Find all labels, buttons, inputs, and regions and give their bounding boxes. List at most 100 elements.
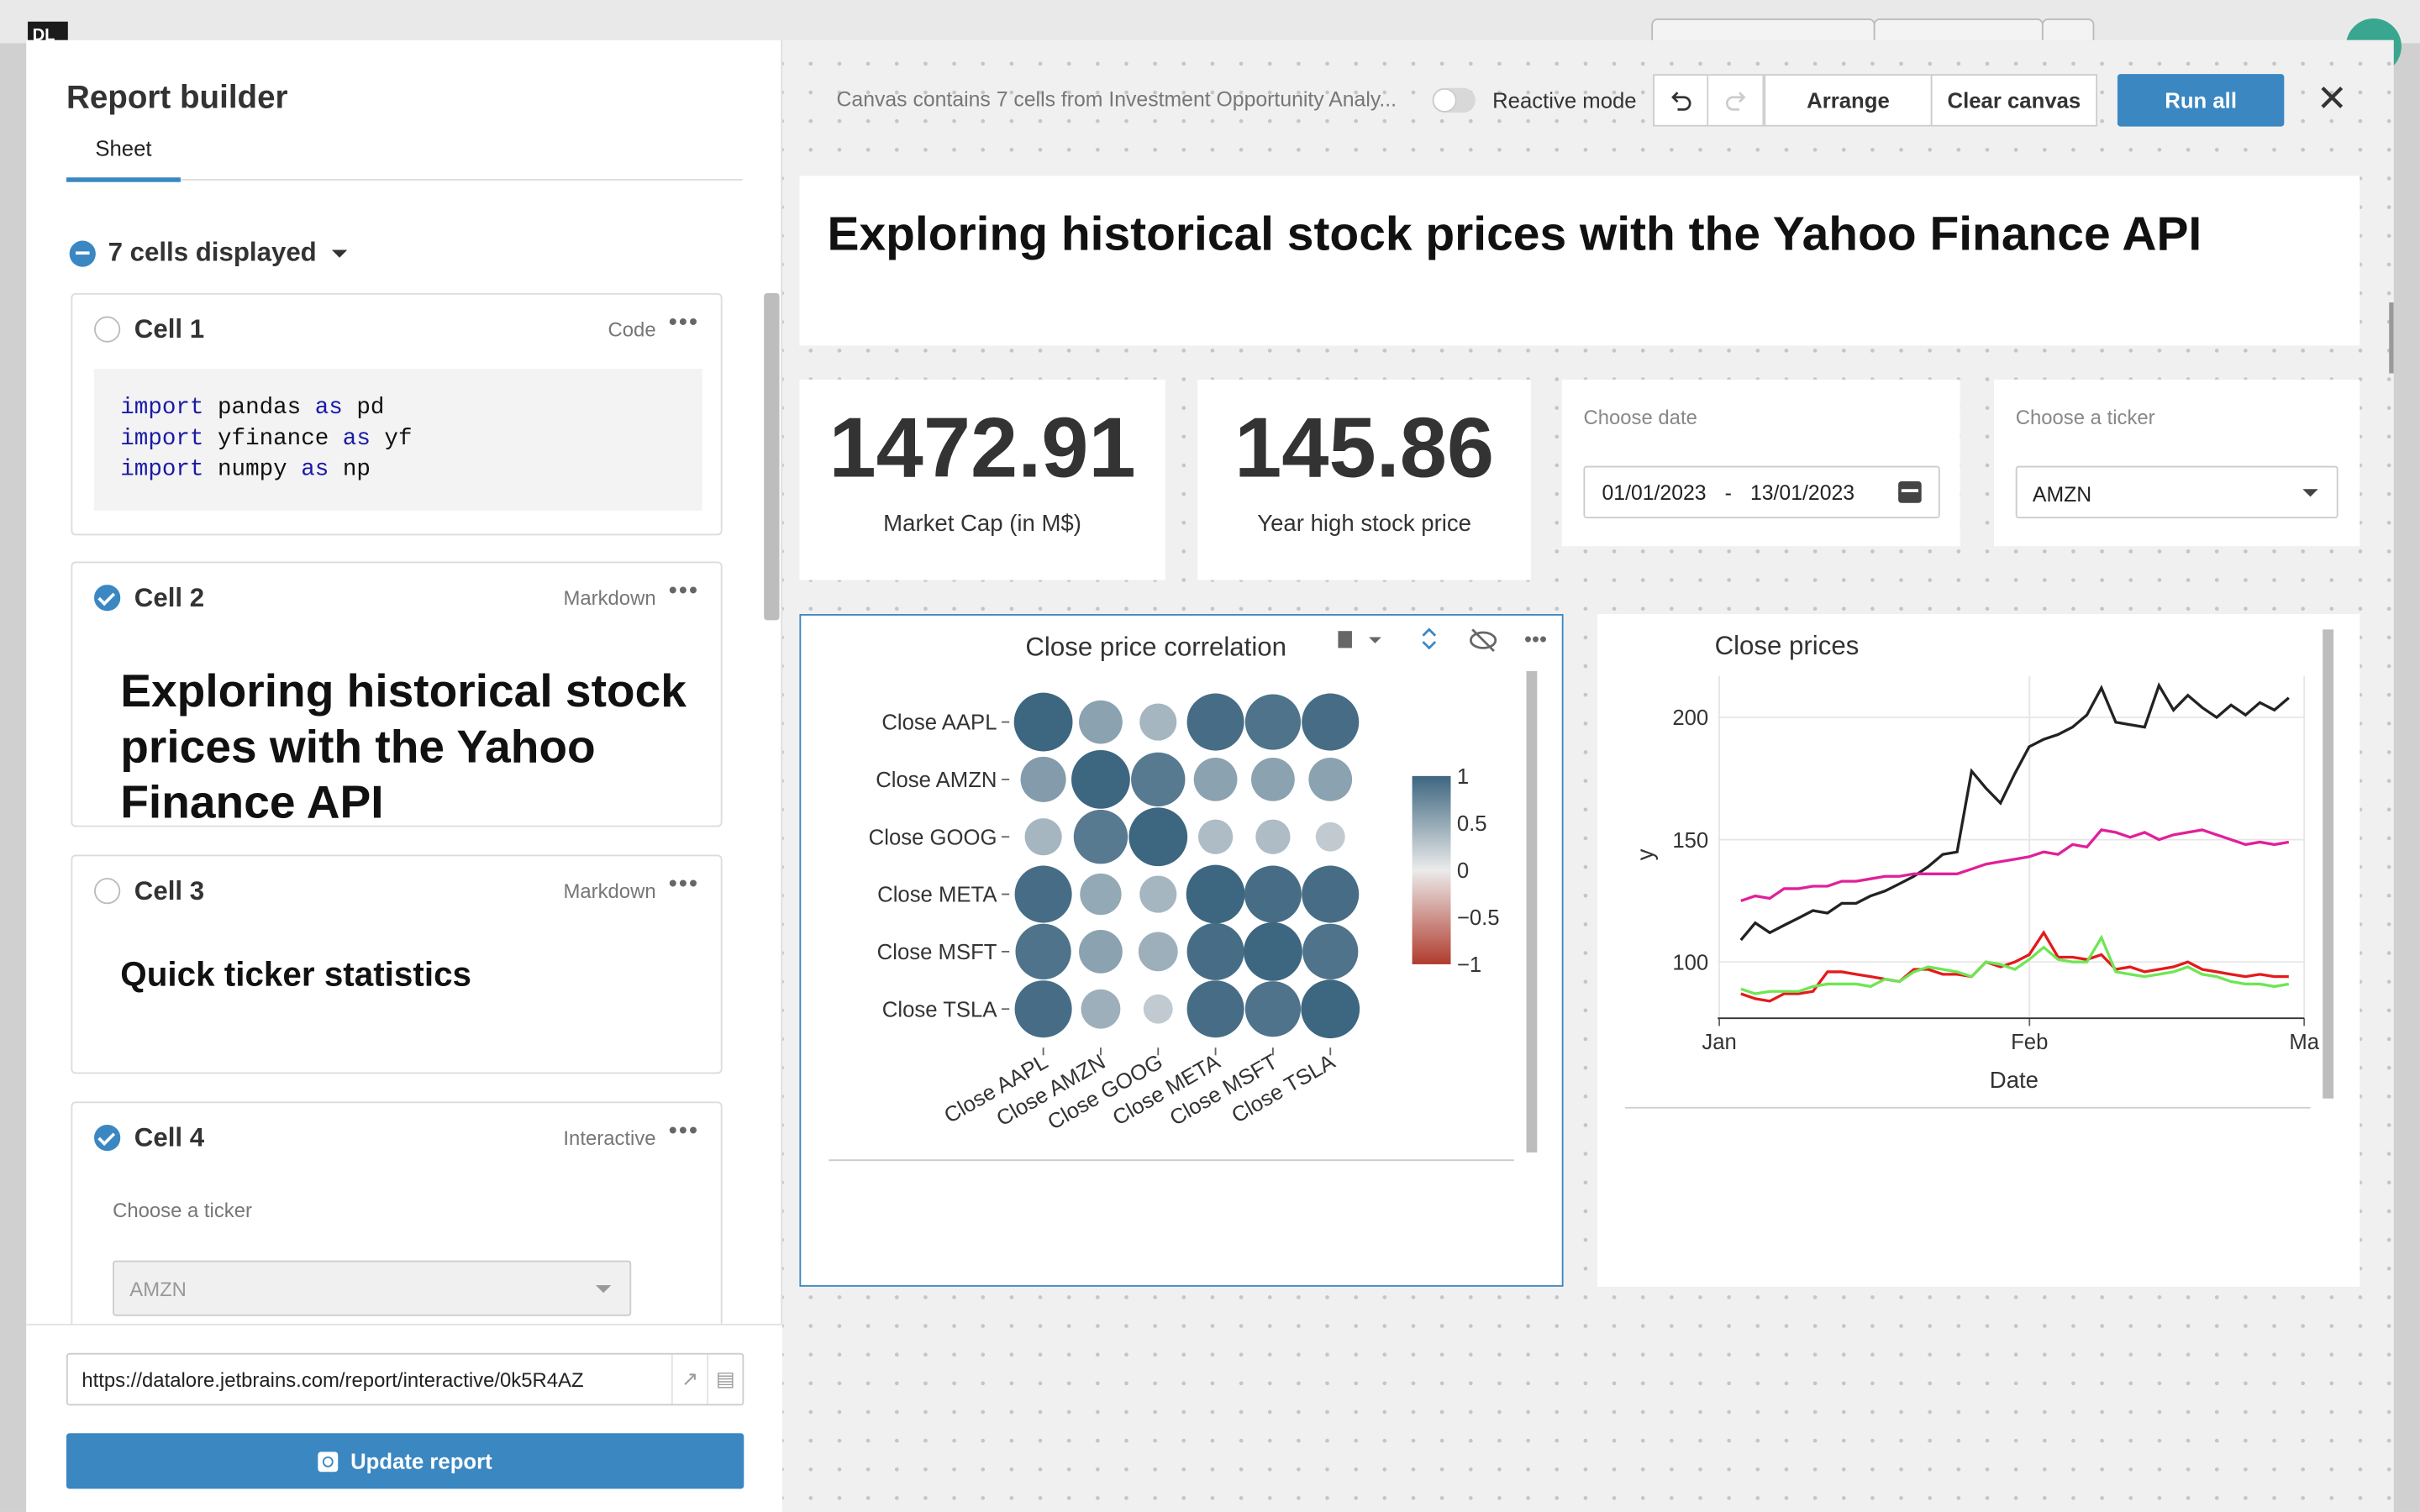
correlation-bubble [1186,922,1244,980]
correlation-bubble [1143,994,1173,1024]
reactive-mode-toggle[interactable] [1432,87,1476,113]
cell-checkbox-checked[interactable] [94,1124,121,1152]
arrange-button[interactable]: Arrange [1764,74,1933,127]
calendar-icon[interactable] [1898,481,1922,503]
redo-button[interactable] [1708,74,1765,127]
correlation-bubble [1024,818,1062,856]
kpi-label: Year high stock price [1257,510,1472,538]
date-range-input[interactable]: 01/01/2023 - 13/01/2023 [1583,465,1940,519]
correlation-bubble [1073,810,1128,864]
clear-canvas-button[interactable]: Clear canvas [1930,74,2098,127]
undo-icon [1671,92,1691,111]
run-all-button[interactable]: Run all [2117,74,2285,127]
canvas-scrollbar[interactable] [2389,302,2394,374]
start-date[interactable]: 01/01/2023 [1602,480,1707,504]
cell-checkbox[interactable] [94,316,121,343]
more-options-icon[interactable]: ••• [1524,628,1547,652]
correlation-bubble [1301,979,1360,1039]
report-icon [318,1451,339,1472]
correlation-bubble [1244,981,1302,1037]
close-icon[interactable]: ✕ [2316,78,2348,121]
correlation-chart: Close price correlation ••• [829,627,1547,1162]
correlation-bubble [1139,703,1177,741]
correlation-bubble [1131,752,1186,807]
date-picker-card: Choose date 01/01/2023 - 13/01/2023 [1561,379,1960,547]
canvas-info-text: Canvas contains 7 cells from Investment … [836,87,1397,112]
minus-circle-icon [69,239,96,266]
cell-card-4[interactable]: Cell 4 Interactive ••• Choose a ticker A… [71,1101,723,1349]
undo-button[interactable] [1653,74,1709,127]
more-options-icon[interactable]: ••• [668,310,700,337]
cells-scrollbar[interactable] [764,292,780,621]
chevron-down-icon [332,249,348,257]
code-keyword: as [314,395,343,422]
axes: 100 150 200 Jan Feb Ma Date y [1632,706,2320,1093]
open-external-icon[interactable]: ↗ [671,1354,707,1404]
color-scale-tick-label: −1 [1457,953,1481,977]
cell-markdown-heading: Quick ticker statistics [120,954,472,994]
ticker-select[interactable]: AMZN [2015,465,2338,519]
y-tick-label: Close MSFT [877,941,997,964]
x-tick-label: Jan [1702,1031,1736,1054]
cells-displayed-toggle[interactable]: 7 cells displayed [69,237,348,269]
color-scale-tick-label: −0.5 [1457,906,1500,930]
tab-sheet[interactable]: Sheet [95,135,152,161]
kpi-card-market-cap[interactable]: 1472.91 Market Cap (in M$) [799,379,1165,580]
cell-name: Cell 2 [134,583,205,613]
correlation-bubble [1128,807,1188,867]
expand-icon[interactable] [1422,627,1437,650]
y-tick-label: 200 [1672,706,1708,730]
cells-displayed-label: 7 cells displayed [108,237,317,267]
date-label: Choose date [1583,406,1697,429]
kpi-value: 145.86 [1234,399,1495,496]
correlation-bubble [1244,865,1302,923]
cell-checkbox-checked[interactable] [94,585,121,612]
code-block: import pandas as pd import yfinance as yf… [94,368,702,511]
cell-checkbox[interactable] [94,878,121,905]
report-builder-modal: Report builder Sheet 7 cells displayed C… [26,39,2394,1512]
cell-card-1[interactable]: Cell 1 Code ••• import pandas as pd impor… [71,292,723,536]
correlation-bubble [1015,923,1071,979]
x-axis-label: Date [1990,1067,2039,1093]
y-tick-label: Close META [877,884,997,907]
report-url-field[interactable]: https://datalore.jetbrains.com/report/in… [66,1352,744,1406]
more-options-icon[interactable]: ••• [668,1118,700,1145]
cell-markdown-heading: Exploring historical stock prices with t… [120,666,687,827]
title-block[interactable]: Exploring historical stock prices with t… [799,176,2360,346]
correlation-bubble [1255,819,1291,854]
kpi-value: 1472.91 [829,399,1136,496]
x-tick-label: Ma [2289,1031,2319,1054]
kpi-label: Market Cap (in M$) [883,510,1081,538]
close-prices-chart-card[interactable]: Close prices 100 150 200 Jan Feb Ma Date y [1597,614,2360,1287]
copy-clipboard-icon[interactable]: ▤ [707,1354,742,1404]
tab-active-indicator [66,177,181,182]
cell-card-2[interactable]: Cell 2 Markdown ••• Exploring historical… [71,561,723,827]
cell-name: Cell 4 [134,1123,205,1153]
report-url[interactable]: https://datalore.jetbrains.com/report/in… [82,1368,584,1391]
color-scale-tick-label: 1 [1457,765,1469,789]
hide-icon[interactable] [1469,628,1497,653]
update-report-button[interactable]: Update report [66,1433,744,1489]
cell-card-3[interactable]: Cell 3 Markdown ••• Quick ticker statist… [71,854,723,1074]
chevron-down-icon [2302,489,2318,497]
more-options-icon[interactable]: ••• [668,578,700,605]
correlation-bubble [1193,758,1238,801]
ticker-value: AMZN [2032,482,2092,507]
correlation-chart-card[interactable]: Close price correlation ••• [799,614,1564,1287]
color-scale-legend: 1 0.5 0 −0.5 −1 [1412,765,1500,977]
price-series-line [1740,930,2289,1003]
end-date[interactable]: 13/01/2023 [1749,480,1855,504]
layout-icon[interactable] [1338,631,1352,648]
chevron-down-icon[interactable] [1369,637,1381,643]
chart-controls: ••• [1338,627,1547,653]
chart-scrollbar[interactable] [1526,670,1538,1153]
correlation-bubble [1079,929,1123,974]
correlation-bubble [1244,694,1302,750]
cell-name: Cell 1 [134,314,205,344]
more-options-icon[interactable]: ••• [668,871,700,898]
kpi-card-year-high[interactable]: 145.86 Year high stock price [1197,379,1532,580]
correlation-bubbles [1013,692,1360,1039]
chart-scrollbar[interactable] [2323,629,2334,1099]
tab-divider [66,179,743,181]
